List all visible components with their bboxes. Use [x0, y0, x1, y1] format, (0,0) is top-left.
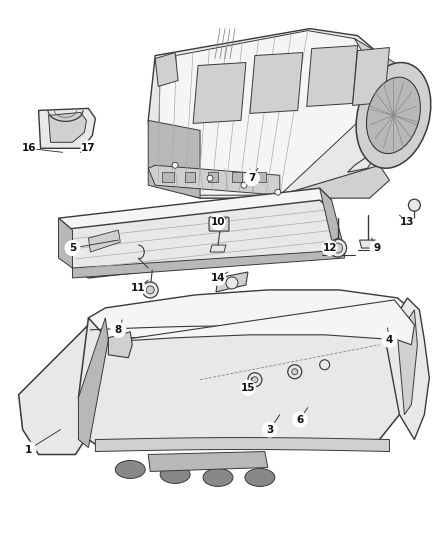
- Circle shape: [172, 162, 178, 168]
- Text: 9: 9: [374, 243, 381, 253]
- Ellipse shape: [203, 469, 233, 487]
- Polygon shape: [250, 53, 303, 114]
- Text: 1: 1: [25, 445, 32, 455]
- Text: 15: 15: [240, 383, 255, 393]
- Text: 5: 5: [69, 243, 76, 253]
- Polygon shape: [59, 200, 345, 278]
- Text: 13: 13: [400, 217, 415, 227]
- Ellipse shape: [245, 469, 275, 487]
- Circle shape: [262, 422, 278, 438]
- Polygon shape: [208, 172, 218, 182]
- Circle shape: [241, 182, 247, 188]
- Text: 14: 14: [211, 273, 225, 283]
- Polygon shape: [72, 250, 345, 278]
- FancyBboxPatch shape: [209, 217, 229, 231]
- Circle shape: [21, 140, 37, 156]
- Text: 17: 17: [81, 143, 96, 154]
- Circle shape: [370, 240, 385, 256]
- Circle shape: [399, 214, 415, 230]
- Circle shape: [110, 322, 126, 338]
- Polygon shape: [95, 438, 389, 451]
- Text: 10: 10: [211, 217, 225, 227]
- Circle shape: [244, 170, 260, 186]
- Polygon shape: [397, 310, 417, 415]
- Circle shape: [142, 282, 158, 298]
- Circle shape: [207, 175, 213, 181]
- Polygon shape: [148, 29, 399, 198]
- Polygon shape: [385, 298, 429, 440]
- Circle shape: [288, 365, 302, 379]
- Polygon shape: [307, 46, 357, 107]
- Polygon shape: [162, 172, 174, 182]
- Circle shape: [146, 286, 154, 294]
- Polygon shape: [256, 172, 266, 182]
- Circle shape: [248, 373, 262, 386]
- Text: 8: 8: [115, 325, 122, 335]
- Text: 3: 3: [266, 425, 273, 434]
- Polygon shape: [148, 120, 200, 198]
- Polygon shape: [185, 172, 195, 182]
- Circle shape: [320, 360, 330, 370]
- Polygon shape: [39, 108, 95, 148]
- Polygon shape: [78, 318, 108, 448]
- Polygon shape: [148, 165, 280, 195]
- Circle shape: [21, 441, 37, 457]
- Circle shape: [275, 189, 281, 195]
- Circle shape: [130, 280, 146, 296]
- Polygon shape: [193, 62, 246, 123]
- Polygon shape: [59, 218, 72, 268]
- Polygon shape: [49, 112, 86, 142]
- Polygon shape: [353, 47, 389, 106]
- Circle shape: [332, 243, 343, 253]
- Polygon shape: [210, 245, 226, 252]
- Polygon shape: [320, 188, 345, 250]
- Circle shape: [381, 332, 397, 348]
- Circle shape: [408, 199, 420, 211]
- Circle shape: [252, 377, 258, 383]
- Polygon shape: [78, 310, 419, 448]
- Circle shape: [292, 369, 298, 375]
- Ellipse shape: [115, 461, 145, 479]
- Circle shape: [321, 240, 338, 256]
- Polygon shape: [155, 53, 178, 86]
- Text: 4: 4: [386, 335, 393, 345]
- Polygon shape: [280, 165, 389, 198]
- Text: 7: 7: [248, 173, 256, 183]
- Circle shape: [81, 140, 96, 156]
- Circle shape: [226, 277, 238, 289]
- Polygon shape: [158, 30, 397, 195]
- Circle shape: [328, 239, 346, 257]
- Polygon shape: [88, 230, 120, 252]
- Polygon shape: [355, 38, 404, 95]
- Circle shape: [210, 270, 226, 286]
- Text: 6: 6: [296, 415, 304, 425]
- Circle shape: [64, 240, 81, 256]
- Ellipse shape: [160, 465, 190, 483]
- Polygon shape: [216, 272, 248, 292]
- Polygon shape: [360, 240, 375, 248]
- Polygon shape: [108, 300, 414, 345]
- Polygon shape: [59, 188, 332, 230]
- Polygon shape: [148, 451, 268, 472]
- Polygon shape: [232, 172, 242, 182]
- Text: 12: 12: [322, 243, 337, 253]
- Polygon shape: [88, 290, 411, 340]
- Text: 11: 11: [131, 283, 145, 293]
- Circle shape: [240, 379, 256, 395]
- Ellipse shape: [367, 77, 420, 154]
- Polygon shape: [348, 99, 410, 172]
- Circle shape: [210, 214, 226, 230]
- Ellipse shape: [356, 62, 431, 168]
- Text: 16: 16: [21, 143, 36, 154]
- Polygon shape: [108, 332, 132, 358]
- Circle shape: [292, 411, 308, 427]
- Polygon shape: [19, 318, 112, 455]
